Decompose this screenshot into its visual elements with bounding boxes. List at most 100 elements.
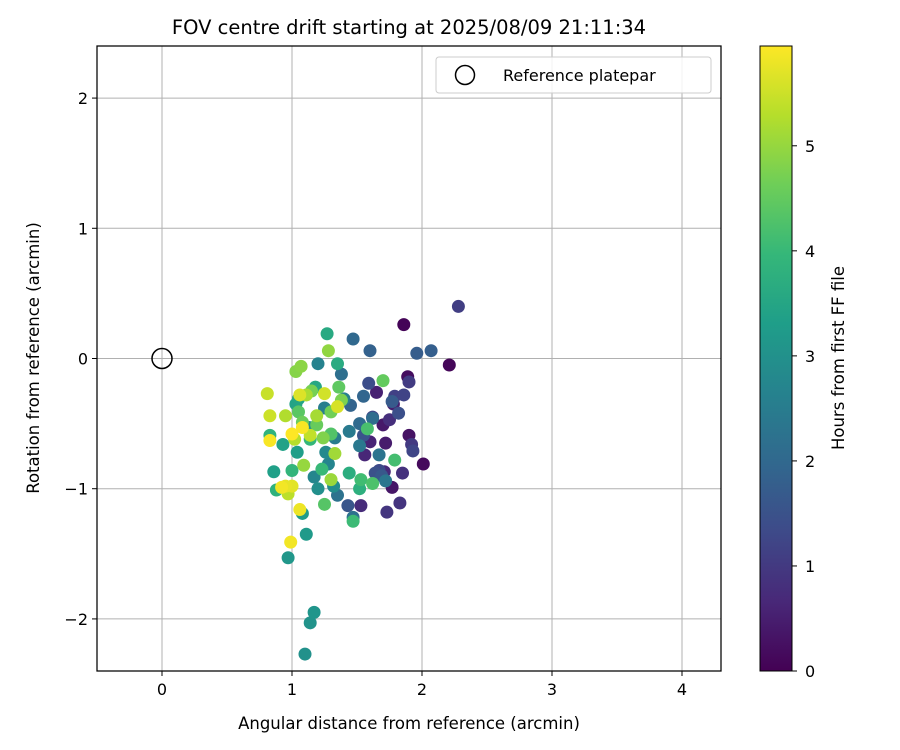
colorbar-tick-label: 4 <box>805 242 815 261</box>
colorbar-tick-label: 2 <box>805 452 815 471</box>
data-point <box>260 387 274 401</box>
x-tick-label: 0 <box>157 680 167 699</box>
data-point <box>424 344 438 358</box>
data-point <box>279 409 292 423</box>
data-point <box>397 388 411 402</box>
x-tick-label: 4 <box>677 680 687 699</box>
data-point <box>342 424 356 438</box>
data-point <box>290 445 304 459</box>
colorbar <box>759 45 793 672</box>
data-point <box>324 473 338 487</box>
data-point <box>331 357 344 371</box>
x-tick-label: 2 <box>417 680 427 699</box>
data-point <box>263 409 277 423</box>
x-axis-ticks: 0 1 2 3 4 <box>157 671 687 699</box>
legend-marker-icon <box>454 64 476 86</box>
y-tick-label: −2 <box>64 610 88 629</box>
data-point <box>380 505 394 519</box>
data-point <box>316 431 330 445</box>
colorbar-tick-label: 1 <box>805 557 815 576</box>
data-point <box>353 439 367 453</box>
y-tick-label: −1 <box>64 480 88 499</box>
y-axis-ticks: −2 −1 0 1 2 <box>64 89 97 629</box>
data-point <box>366 411 380 425</box>
data-point <box>342 466 356 480</box>
x-tick-label: 1 <box>287 680 297 699</box>
data-point <box>370 385 383 399</box>
data-point <box>354 499 368 513</box>
data-point <box>331 400 344 414</box>
data-point <box>276 437 290 451</box>
data-point <box>410 346 424 360</box>
data-point <box>293 388 307 402</box>
colorbar-label: Hours from first FF file <box>829 266 848 450</box>
x-tick-label: 3 <box>547 680 557 699</box>
chart-title: FOV centre drift starting at 2025/08/09 … <box>172 16 646 39</box>
colorbar-tick-label: 3 <box>805 347 815 366</box>
data-point <box>321 344 335 358</box>
data-point <box>295 421 309 435</box>
legend: Reference platepar <box>435 56 712 94</box>
legend-label: Reference platepar <box>503 66 656 85</box>
data-point <box>263 434 277 448</box>
colorbar-tick-label: 0 <box>805 662 815 681</box>
data-point <box>332 380 346 394</box>
data-point <box>285 463 299 477</box>
x-axis-label: Angular distance from reference (arcmin) <box>238 714 580 733</box>
colorbar-tick-label: 5 <box>805 137 815 156</box>
data-point <box>311 482 325 496</box>
data-point <box>328 447 342 461</box>
data-point <box>372 448 386 462</box>
data-point <box>354 473 368 487</box>
data-point <box>307 605 321 619</box>
data-point <box>320 327 334 341</box>
data-point <box>379 474 393 488</box>
data-point <box>318 497 331 511</box>
data-point <box>362 376 376 390</box>
data-point <box>294 359 308 373</box>
data-point <box>284 535 298 549</box>
data-point <box>310 409 324 423</box>
data-point <box>388 453 402 467</box>
y-tick-label: 1 <box>78 219 88 238</box>
data-point <box>397 318 411 332</box>
data-point <box>285 427 299 441</box>
data-point <box>360 422 374 436</box>
data-point <box>299 527 313 541</box>
data-point <box>293 503 307 517</box>
data-point <box>383 413 396 427</box>
data-point <box>334 367 348 381</box>
data-point <box>393 496 407 510</box>
data-point <box>357 389 370 403</box>
colorbar-ticks: 0 1 2 3 4 5 <box>792 137 815 681</box>
data-point <box>442 358 456 372</box>
data-point <box>406 444 420 458</box>
data-points <box>260 299 465 661</box>
data-point <box>292 405 305 419</box>
data-point <box>297 458 311 472</box>
data-point <box>311 357 325 371</box>
legend-box <box>435 56 712 94</box>
data-point <box>366 477 380 490</box>
data-point <box>346 332 360 346</box>
data-point <box>363 344 377 358</box>
data-point <box>346 514 360 528</box>
y-axis-label: Rotation from reference (arcmin) <box>24 222 43 494</box>
y-tick-label: 2 <box>78 89 88 108</box>
data-point <box>281 551 295 565</box>
data-point <box>451 299 465 313</box>
data-point <box>318 387 331 401</box>
data-point <box>392 406 406 420</box>
data-point <box>396 466 409 480</box>
data-point <box>379 436 393 450</box>
data-point <box>315 462 329 476</box>
data-point <box>376 374 390 388</box>
data-point <box>341 499 355 513</box>
data-point <box>385 394 399 408</box>
y-tick-label: 0 <box>78 350 88 369</box>
data-point <box>402 375 416 389</box>
data-point <box>310 418 324 432</box>
data-point <box>267 465 281 479</box>
